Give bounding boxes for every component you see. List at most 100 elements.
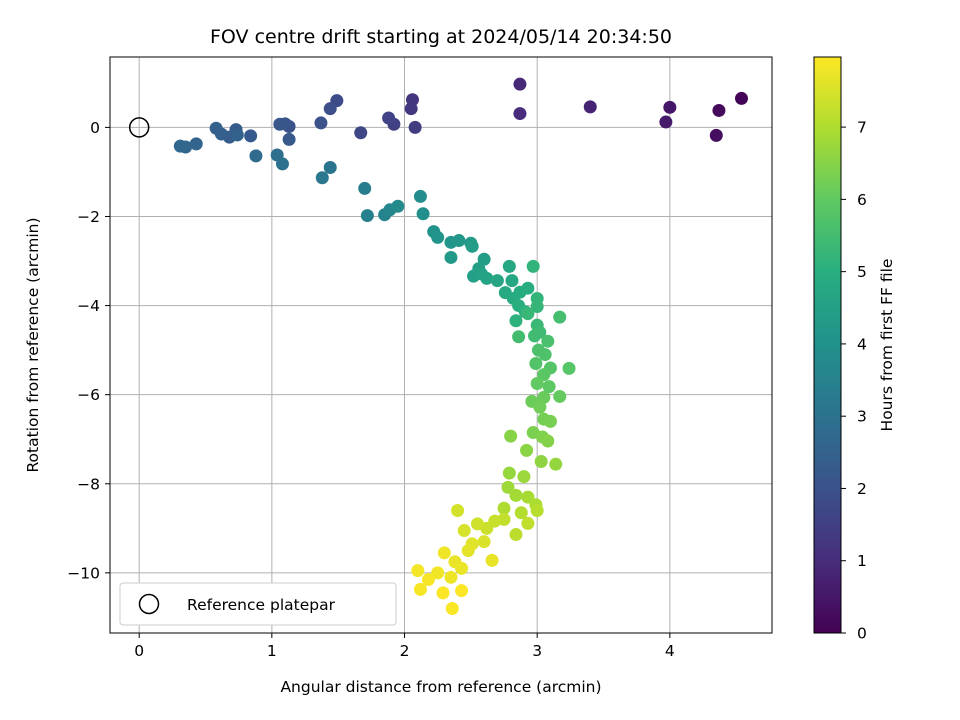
data-point xyxy=(382,111,396,125)
data-point xyxy=(480,271,494,285)
y-tick-label: −6 xyxy=(77,386,100,404)
data-point xyxy=(709,128,723,142)
data-point xyxy=(501,480,515,494)
data-point xyxy=(541,334,555,348)
data-point xyxy=(497,501,511,515)
x-tick-label: 0 xyxy=(134,642,144,660)
colorbar-tick-label: 7 xyxy=(857,119,867,137)
x-tick-label: 3 xyxy=(532,642,542,660)
y-axis-label: Rotation from reference (arcmin) xyxy=(24,217,42,472)
data-point xyxy=(530,377,544,391)
data-point xyxy=(504,429,518,443)
data-point xyxy=(541,434,555,448)
data-point xyxy=(444,570,458,584)
data-point xyxy=(553,389,567,403)
plot-frame xyxy=(109,56,773,634)
data-point xyxy=(421,573,435,587)
data-point xyxy=(404,102,418,116)
data-point xyxy=(521,307,535,321)
data-point xyxy=(436,586,450,600)
data-point xyxy=(244,129,258,143)
data-point xyxy=(509,488,523,502)
data-point xyxy=(514,506,528,520)
chart-title: FOV centre drift starting at 2024/05/14 … xyxy=(210,26,672,48)
y-axis-ticks: 0 −2 −4 −6 −8 −10 xyxy=(67,119,110,582)
x-axis-ticks: 0 1 2 3 4 xyxy=(134,633,675,660)
data-point xyxy=(562,361,576,375)
data-point xyxy=(528,329,542,343)
data-point xyxy=(537,390,551,404)
data-point xyxy=(543,414,557,428)
data-point xyxy=(455,584,469,598)
data-point xyxy=(411,564,425,578)
data-point xyxy=(659,115,673,129)
data-point xyxy=(323,102,337,116)
colorbar-label: Hours from first FF file xyxy=(878,259,896,432)
data-point xyxy=(451,503,465,517)
legend: Reference platepar xyxy=(119,582,397,626)
grid-lines xyxy=(110,57,772,633)
data-point xyxy=(358,181,372,195)
data-point xyxy=(520,443,534,457)
data-point xyxy=(455,561,469,575)
data-point xyxy=(513,77,527,91)
colorbar-tick-label: 5 xyxy=(857,263,867,281)
data-point xyxy=(315,171,329,185)
data-point xyxy=(416,207,430,221)
data-point xyxy=(354,126,368,140)
data-point xyxy=(537,368,551,382)
data-point xyxy=(189,137,203,151)
data-point xyxy=(465,239,479,253)
reference-marker-group xyxy=(128,117,150,138)
data-point xyxy=(542,380,556,394)
data-point xyxy=(275,157,289,171)
data-point xyxy=(526,259,540,273)
data-point xyxy=(209,121,223,135)
data-point xyxy=(461,544,475,558)
data-point xyxy=(553,310,567,324)
data-point xyxy=(431,566,445,580)
data-point xyxy=(445,601,459,615)
data-point xyxy=(509,528,523,542)
data-point xyxy=(173,139,187,153)
data-point xyxy=(360,209,374,223)
x-axis-label: Angular distance from reference (arcmin) xyxy=(280,678,601,696)
data-point xyxy=(712,103,726,117)
legend-box xyxy=(119,582,397,626)
data-point xyxy=(457,524,471,538)
colorbar-tick-label: 1 xyxy=(857,552,867,570)
data-point xyxy=(530,299,544,313)
data-point xyxy=(391,199,405,213)
data-point xyxy=(485,553,499,567)
y-tick-label: −4 xyxy=(77,297,100,315)
x-tick-label: 2 xyxy=(400,642,410,660)
colorbar: 0 1 2 3 4 5 6 7 Hours from first FF file xyxy=(813,56,896,643)
data-point xyxy=(323,160,337,174)
data-point xyxy=(521,516,535,530)
colorbar-gradient xyxy=(813,56,842,634)
y-tick-label: −8 xyxy=(77,475,100,493)
x-tick-label: 4 xyxy=(665,642,675,660)
data-point xyxy=(502,259,516,273)
data-point xyxy=(583,100,597,114)
legend-marker-reference xyxy=(138,593,160,615)
data-point xyxy=(512,330,526,344)
data-point xyxy=(513,107,527,121)
data-point xyxy=(734,91,748,105)
data-point xyxy=(408,120,422,134)
data-point xyxy=(502,466,516,480)
data-point xyxy=(413,189,427,203)
data-point xyxy=(249,149,263,163)
data-point xyxy=(517,470,531,484)
data-point xyxy=(529,356,543,370)
data-point xyxy=(413,582,427,596)
data-point xyxy=(530,503,544,517)
data-point xyxy=(452,234,466,248)
data-point xyxy=(437,546,451,560)
data-point xyxy=(314,116,328,130)
data-point xyxy=(521,281,535,295)
x-tick-label: 1 xyxy=(267,642,277,660)
colorbar-tick-label: 3 xyxy=(857,408,867,426)
y-tick-label: −2 xyxy=(77,208,100,226)
